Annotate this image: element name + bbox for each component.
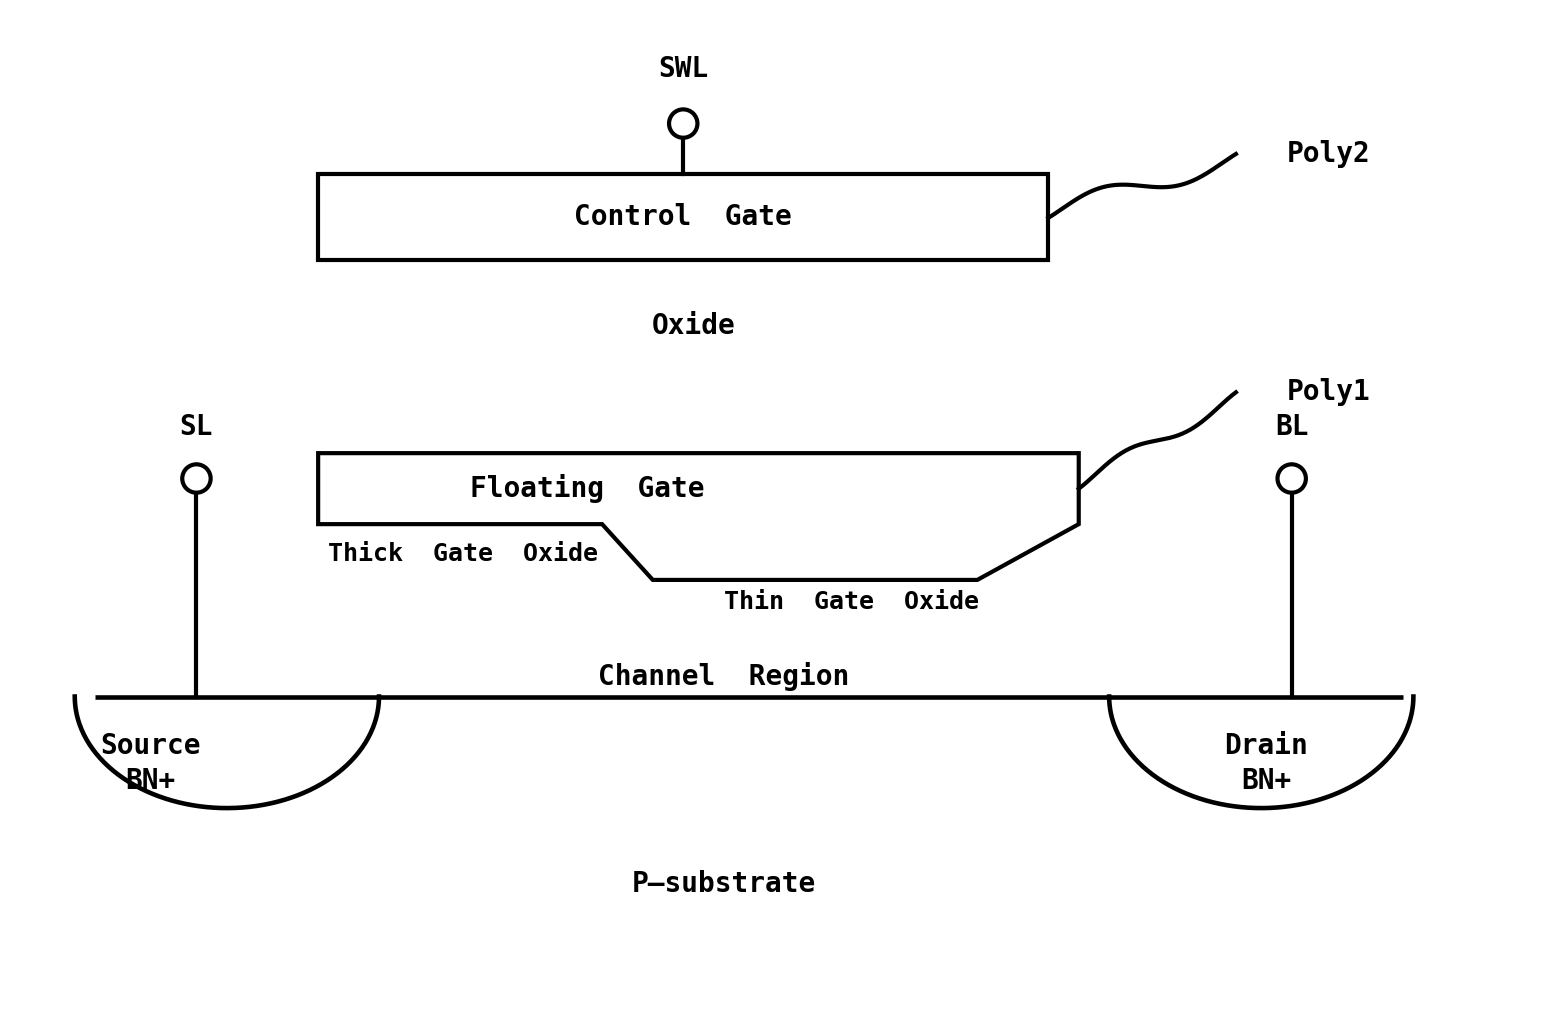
Text: Source
BN+: Source BN+ bbox=[101, 732, 201, 795]
Text: Thin  Gate  Oxide: Thin Gate Oxide bbox=[723, 590, 979, 614]
Text: BL: BL bbox=[1275, 413, 1309, 441]
Bar bbox=[318, 175, 1049, 260]
Text: SWL: SWL bbox=[658, 56, 708, 83]
Text: Drain
BN+: Drain BN+ bbox=[1224, 732, 1309, 795]
Text: Oxide: Oxide bbox=[652, 313, 736, 340]
Text: Channel  Region: Channel Region bbox=[598, 662, 849, 692]
Text: Poly2: Poly2 bbox=[1287, 140, 1371, 168]
Text: Floating  Gate: Floating Gate bbox=[469, 474, 705, 503]
Text: Thick  Gate  Oxide: Thick Gate Oxide bbox=[328, 543, 598, 566]
Text: SL: SL bbox=[180, 413, 214, 441]
Polygon shape bbox=[318, 453, 1078, 580]
Text: Poly1: Poly1 bbox=[1287, 378, 1371, 406]
Text: Control  Gate: Control Gate bbox=[575, 204, 792, 231]
Text: P–substrate: P–substrate bbox=[632, 870, 816, 898]
